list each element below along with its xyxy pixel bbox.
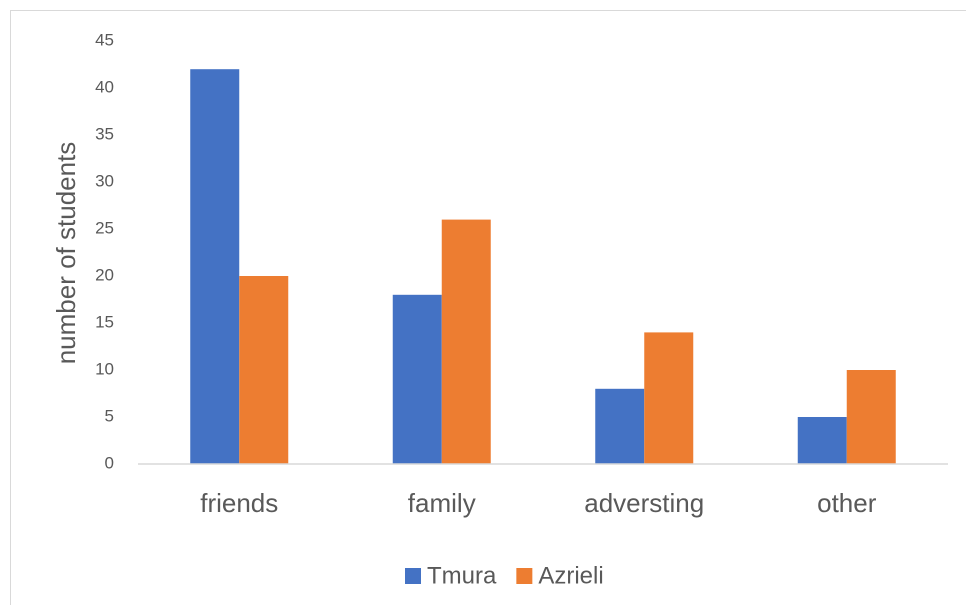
bar [595,388,645,464]
y-tick-label: 0 [105,453,114,472]
x-tick-label: family [408,488,476,518]
bar [441,219,491,464]
bar [239,276,289,464]
y-tick-label: 15 [95,312,114,331]
x-tick-label: adversting [584,488,704,518]
legend-swatch [405,568,421,584]
bar [644,332,694,464]
legend-label: Tmura [427,562,497,589]
y-tick-label: 25 [95,218,114,237]
y-tick-label: 5 [105,406,114,425]
legend-label: Azrieli [538,562,603,589]
y-tick-label: 45 [95,30,114,49]
chart-border [10,10,966,605]
bar [392,294,442,464]
bar [846,370,896,464]
bar [797,417,847,464]
y-tick-label: 40 [95,77,114,96]
legend-swatch [516,568,533,584]
y-tick-label: 30 [95,171,114,190]
y-axis-label: number of students [51,142,81,365]
x-tick-label: friends [200,488,278,518]
bar [190,69,240,464]
y-tick-label: 10 [95,359,114,378]
y-tick-label: 20 [95,265,114,284]
y-tick-label: 35 [95,124,114,143]
x-tick-label: other [817,488,877,518]
